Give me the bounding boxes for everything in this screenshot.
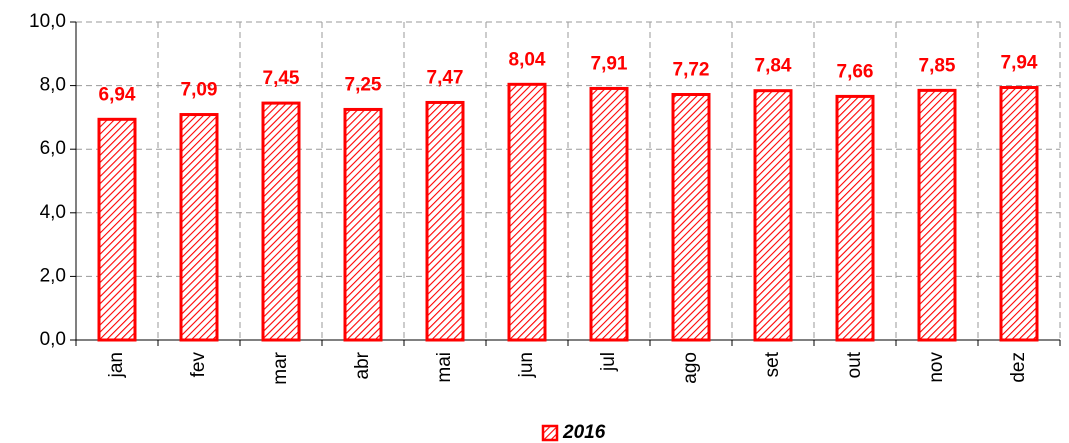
value-label: 8,04 xyxy=(509,49,546,70)
value-label: 7,72 xyxy=(673,60,710,81)
x-tick-label: nov xyxy=(926,352,947,383)
value-label: 7,91 xyxy=(591,53,628,74)
bar xyxy=(671,93,711,342)
bar xyxy=(835,94,875,342)
y-tick-label: 4,0 xyxy=(40,202,66,223)
x-tick-label: mai xyxy=(434,352,455,383)
x-tick-label: jan xyxy=(106,352,127,378)
bar xyxy=(97,117,137,342)
value-label: 6,94 xyxy=(99,84,136,105)
value-label: 7,94 xyxy=(1001,53,1038,74)
value-label: 7,25 xyxy=(345,74,382,95)
bar xyxy=(507,82,547,342)
value-label: 7,66 xyxy=(837,61,874,82)
legend-label: 2016 xyxy=(562,422,606,443)
y-tick-label: 2,0 xyxy=(40,265,66,286)
bar xyxy=(425,100,465,342)
bar xyxy=(917,88,957,342)
x-tick-label: ago xyxy=(680,352,701,384)
value-label: 7,84 xyxy=(755,56,792,77)
bar xyxy=(999,86,1039,342)
x-tick-label: jun xyxy=(516,352,537,378)
value-label: 7,47 xyxy=(427,67,464,88)
x-tick-label: out xyxy=(844,351,865,378)
x-tick-label: mar xyxy=(270,351,291,384)
bar xyxy=(179,113,219,342)
y-tick-label: 6,0 xyxy=(40,138,66,159)
bar xyxy=(261,101,301,342)
y-tick-label: 10,0 xyxy=(29,11,66,32)
x-tick-label: jul xyxy=(598,352,619,372)
bar xyxy=(343,107,383,342)
value-label: 7,45 xyxy=(263,68,300,89)
y-tick-label: 8,0 xyxy=(40,75,66,96)
y-tick-label: 0,0 xyxy=(40,329,66,350)
x-tick-label: dez xyxy=(1008,352,1029,383)
value-label: 7,85 xyxy=(919,55,956,76)
x-tick-label: fev xyxy=(188,352,209,378)
value-label: 7,09 xyxy=(181,80,218,101)
x-tick-label: set xyxy=(762,351,783,377)
x-tick-label: abr xyxy=(352,351,373,379)
legend-swatch xyxy=(541,424,559,442)
bar xyxy=(753,89,793,342)
bar xyxy=(589,86,629,342)
